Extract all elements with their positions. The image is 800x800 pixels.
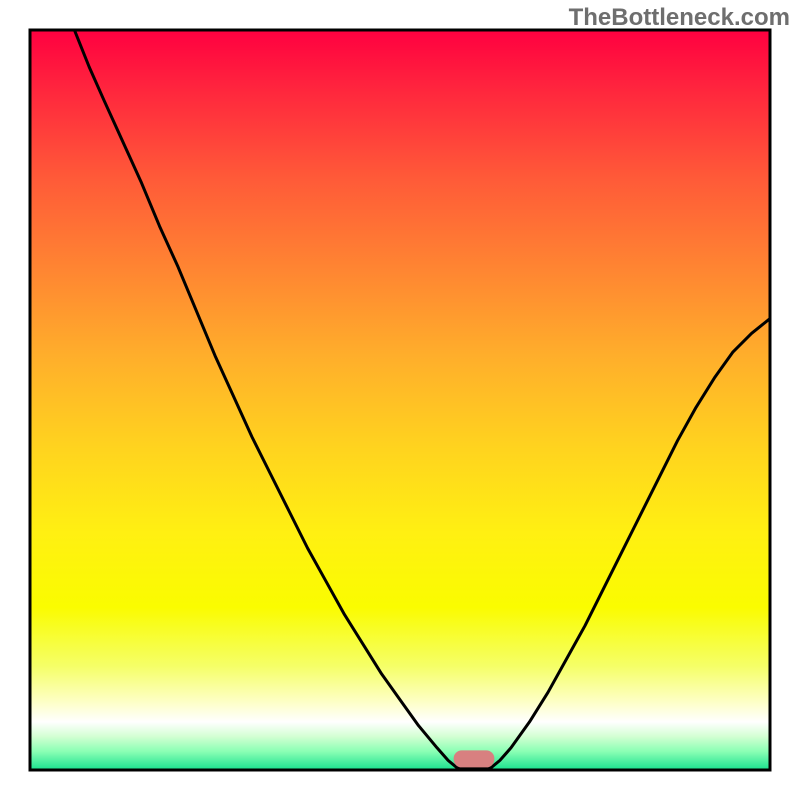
gradient-background: [30, 30, 770, 770]
attribution-text: TheBottleneck.com: [569, 4, 790, 32]
chart-svg: [0, 0, 800, 800]
bottleneck-chart: TheBottleneck.com: [0, 0, 800, 800]
optimal-marker: [454, 750, 495, 767]
